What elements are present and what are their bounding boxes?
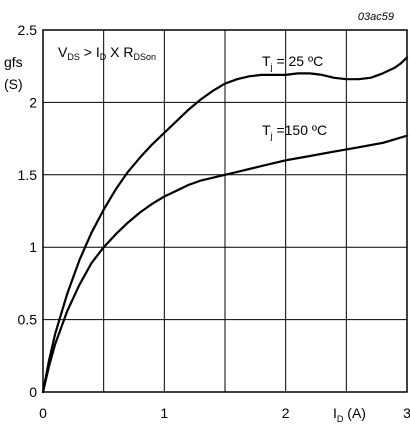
series-group: [41, 56, 409, 394]
x-tick-label: 3: [403, 405, 410, 421]
condition-annotation: VDS > ID X RDSon: [58, 44, 156, 62]
x-tick-label: 2: [282, 405, 290, 421]
y-tick-labels: 0 0.5 1 1.5 2 2.5: [18, 22, 38, 400]
series-line-150c: [41, 134, 409, 394]
x-tick-labels: 0 1 2 3: [39, 405, 410, 421]
x-tick-label: 1: [160, 405, 168, 421]
y-tick-label: 0: [29, 384, 37, 400]
y-axis-label-line1: gfs: [4, 54, 23, 70]
x-axis-label: ID (A): [333, 405, 366, 424]
y-tick-label: 0.5: [18, 312, 38, 328]
y-axis-label-line2: (S): [4, 76, 23, 92]
plot-frame: [42, 29, 408, 393]
figure-id: 03ac59: [358, 11, 394, 23]
series-label-150c: Tj =150 ºC: [262, 122, 327, 141]
x-tick-label: 0: [39, 405, 47, 421]
series-line-25c: [41, 56, 409, 394]
y-tick-label: 1.5: [18, 167, 38, 183]
y-tick-label: 2.5: [18, 22, 38, 38]
y-tick-label: 1: [29, 239, 37, 255]
series-label-25c: Tj = 25 ºC: [262, 53, 323, 72]
y-tick-label: 2: [29, 94, 37, 110]
